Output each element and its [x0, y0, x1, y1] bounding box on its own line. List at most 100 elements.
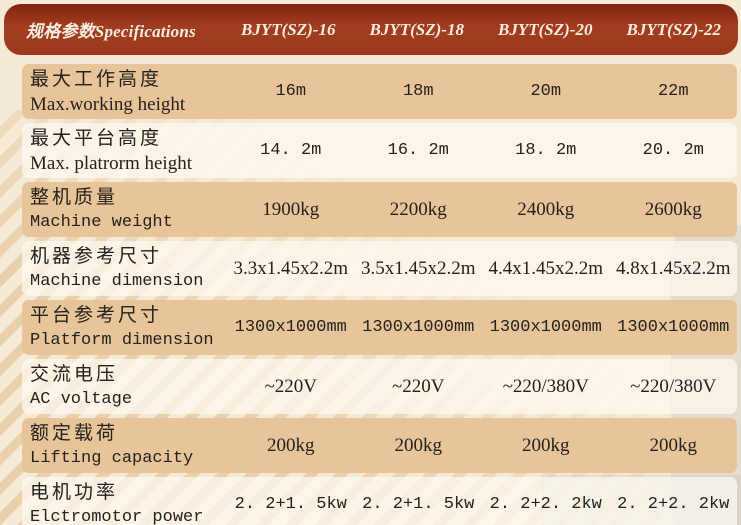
spec-value: 1300x1000mm — [234, 318, 347, 337]
model-column-label: BJYT(SZ)-16 — [241, 19, 336, 39]
spec-label-zh: 机器参考尺寸 — [30, 246, 163, 267]
spec-value: ~220/380V — [630, 375, 717, 397]
spec-label-zh: 最大平台高度 — [30, 128, 163, 149]
spec-value: 2400kg — [517, 198, 575, 220]
spec-label-cell: 最大平台高度 Max. platrorm height — [22, 123, 227, 178]
spec-label-cell: 额定载荷 Lifting capacity — [22, 418, 227, 473]
spec-label-en: Lifting capacity — [30, 449, 194, 468]
spec-value-cell: 2600kg — [610, 182, 738, 237]
spec-value-cell: 1300x1000mm — [610, 300, 738, 355]
spec-value: 4.8x1.45x2.2m — [615, 257, 731, 279]
spec-value-cell: 200kg — [355, 418, 483, 473]
spec-value-cell: 4.8x1.45x2.2m — [610, 241, 738, 296]
spec-label-en: Machine weight — [30, 213, 173, 232]
spec-value-cell: 1300x1000mm — [355, 300, 483, 355]
model-column-label: BJYT(SZ)-20 — [498, 19, 593, 39]
specifications-title-cell: 规格参数Specifications — [26, 17, 224, 42]
spec-value-cell: ~220V — [227, 359, 355, 414]
spec-value-cell: 2. 2+2. 2kw — [610, 477, 738, 525]
spec-value-cell: 16. 2m — [355, 123, 483, 178]
spec-value: 2. 2+2. 2kw — [617, 495, 730, 514]
spec-value-cell: 1300x1000mm — [227, 300, 355, 355]
spec-row: 电机功率 Elctromotor power 2. 2+1. 5kw 2. 2+… — [22, 477, 737, 525]
spec-value: 200kg — [522, 434, 570, 456]
spec-value-cell: 2. 2+2. 2kw — [482, 477, 610, 525]
spec-value: 20. 2m — [642, 141, 704, 160]
model-column-header: BJYT(SZ)-22 — [610, 20, 739, 40]
spec-label-en: Max. platrorm height — [30, 153, 192, 174]
spec-value: 2. 2+1. 5kw — [234, 495, 347, 514]
spec-value-cell: ~220/380V — [610, 359, 738, 414]
spec-value: 18m — [402, 82, 434, 101]
spec-value-cell: ~220/380V — [482, 359, 610, 414]
spec-value: 16. 2m — [387, 141, 449, 160]
spec-value-cell: 200kg — [482, 418, 610, 473]
spec-label-cell: 电机功率 Elctromotor power — [22, 477, 227, 525]
spec-table-body: 最大工作高度 Max.working height 16m 18m 20m 22… — [22, 64, 737, 525]
spec-value: 1300x1000mm — [489, 318, 602, 337]
spec-row: 整机质量 Machine weight 1900kg 2200kg 2400kg… — [22, 182, 737, 237]
spec-label-zh: 额定载荷 — [30, 423, 119, 444]
spec-value-cell: 18m — [355, 64, 483, 119]
spec-row: 机器参考尺寸 Machine dimension 3.3x1.45x2.2m 3… — [22, 241, 737, 296]
spec-value: 1300x1000mm — [617, 318, 730, 337]
spec-value: 2. 2+2. 2kw — [489, 495, 602, 514]
model-column-label: BJYT(SZ)-18 — [369, 19, 464, 39]
table-header-bar: 规格参数Specifications BJYT(SZ)-16 BJYT(SZ)-… — [4, 4, 738, 55]
spec-label-cell: 交流电压 AC voltage — [22, 359, 227, 414]
spec-value-cell: 14. 2m — [227, 123, 355, 178]
spec-label-en: Max.working height — [30, 94, 186, 115]
spec-value: 1300x1000mm — [362, 318, 475, 337]
spec-value: 20m — [530, 82, 562, 101]
spec-label-zh: 平台参考尺寸 — [30, 305, 163, 326]
model-column-header: BJYT(SZ)-20 — [481, 20, 610, 40]
model-column-label: BJYT(SZ)-22 — [626, 19, 721, 39]
spec-value-cell: 16m — [227, 64, 355, 119]
spec-value-cell: 1300x1000mm — [482, 300, 610, 355]
specifications-title: 规格参数Specifications — [26, 22, 196, 41]
spec-row: 平台参考尺寸 Platform dimension 1300x1000mm 13… — [22, 300, 737, 355]
spec-label-zh: 交流电压 — [30, 364, 119, 385]
spec-value: 3.5x1.45x2.2m — [360, 257, 476, 279]
spec-row: 额定载荷 Lifting capacity 200kg 200kg 200kg … — [22, 418, 737, 473]
spec-value: 16m — [275, 82, 307, 101]
spec-row: 最大工作高度 Max.working height 16m 18m 20m 22… — [22, 64, 737, 119]
spec-value: 14. 2m — [260, 141, 322, 160]
spec-value: 200kg — [394, 434, 443, 456]
spec-label-zh: 电机功率 — [30, 482, 119, 503]
spec-value: 2600kg — [644, 198, 702, 220]
spec-label-en: Machine dimension — [30, 272, 204, 291]
spec-value-cell: 18. 2m — [482, 123, 610, 178]
spec-label-en: Platform dimension — [30, 331, 214, 350]
spec-value-cell: 1900kg — [227, 182, 355, 237]
spec-value: 200kg — [649, 434, 698, 456]
spec-value-cell: 200kg — [610, 418, 738, 473]
spec-label-cell: 整机质量 Machine weight — [22, 182, 227, 237]
spec-value-cell: 2. 2+1. 5kw — [355, 477, 483, 525]
spec-value: ~220V — [391, 375, 445, 397]
spec-value-cell: 200kg — [227, 418, 355, 473]
spec-value: 4.4x1.45x2.2m — [488, 257, 604, 279]
model-column-header: BJYT(SZ)-18 — [353, 20, 482, 40]
spec-value: 1900kg — [262, 198, 320, 220]
spec-label-cell: 最大工作高度 Max.working height — [22, 64, 227, 119]
spec-label-zh: 最大工作高度 — [30, 69, 163, 90]
spec-value: 18. 2m — [515, 141, 577, 160]
spec-label-zh: 整机质量 — [30, 187, 119, 208]
spec-value: 2. 2+1. 5kw — [362, 495, 475, 514]
spec-value-cell: 20. 2m — [610, 123, 738, 178]
spec-value: 200kg — [267, 434, 315, 456]
spec-value-cell: ~220V — [355, 359, 483, 414]
spec-label-en: Elctromotor power — [30, 508, 204, 525]
spec-value: 2200kg — [389, 198, 447, 220]
spec-value-cell: 4.4x1.45x2.2m — [482, 241, 610, 296]
spec-value-cell: 20m — [482, 64, 610, 119]
spec-label-en: AC voltage — [30, 390, 133, 409]
spec-value: 22m — [657, 82, 689, 101]
spec-value-cell: 2200kg — [355, 182, 483, 237]
spec-value-cell: 2. 2+1. 5kw — [227, 477, 355, 525]
spec-value: 3.3x1.45x2.2m — [233, 257, 349, 279]
spec-row: 交流电压 AC voltage ~220V ~220V ~220/380V ~2… — [22, 359, 737, 414]
spec-label-cell: 平台参考尺寸 Platform dimension — [22, 300, 227, 355]
